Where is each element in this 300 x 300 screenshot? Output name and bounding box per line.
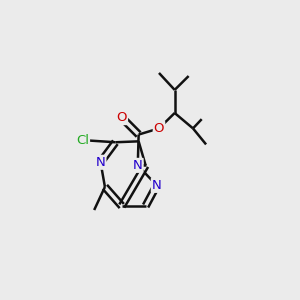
Text: O: O — [116, 111, 127, 124]
Text: Cl: Cl — [76, 134, 89, 147]
Text: N: N — [152, 179, 161, 192]
Text: N: N — [133, 159, 142, 172]
Text: N: N — [96, 156, 105, 169]
Text: O: O — [154, 122, 164, 135]
